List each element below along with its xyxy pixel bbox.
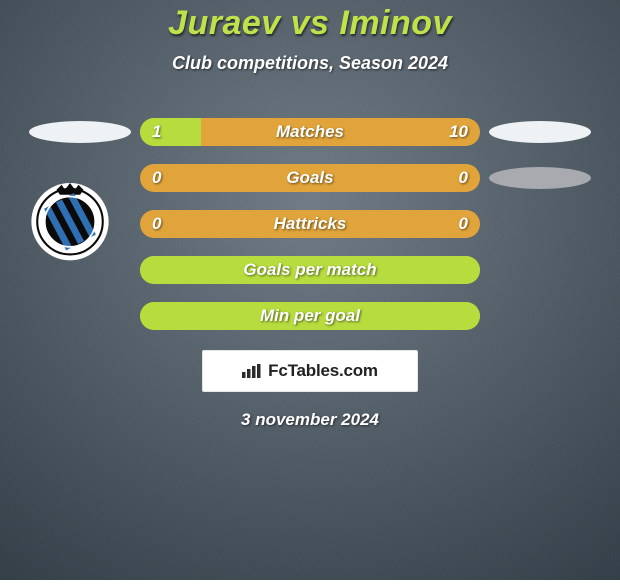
stat-bar-fill: [140, 118, 201, 146]
watermark-text: FcTables.com: [268, 361, 378, 381]
right-slot: [480, 302, 600, 330]
right-slot: [480, 164, 600, 192]
content: Juraev vs Iminov Club competitions, Seas…: [0, 0, 620, 580]
stat-bar: Min per goal: [140, 302, 480, 330]
stat-value-left: 1: [152, 122, 161, 142]
player-ellipse-left: [29, 121, 131, 143]
stat-value-right: 0: [459, 214, 468, 234]
stat-label: Min per goal: [260, 306, 360, 326]
page-title: Juraev vs Iminov: [168, 4, 452, 43]
stat-label: Goals per match: [243, 260, 376, 280]
stat-row: 1 10 Matches: [0, 118, 620, 146]
watermark: FcTables.com: [202, 350, 418, 392]
right-slot: [480, 210, 600, 238]
stat-bar: 1 10 Matches: [140, 118, 480, 146]
right-slot: [480, 118, 600, 146]
player-ellipse-right-dim: [489, 167, 591, 189]
stat-bar: Goals per match: [140, 256, 480, 284]
left-slot: [20, 118, 140, 146]
stat-label: Hattricks: [274, 214, 347, 234]
date-label: 3 november 2024: [241, 410, 379, 430]
player-ellipse-right: [489, 121, 591, 143]
right-slot: [480, 256, 600, 284]
bar-chart-icon: [242, 364, 262, 378]
stat-label: Goals: [286, 168, 333, 188]
stat-bar: 0 0 Hattricks: [140, 210, 480, 238]
stat-value-right: 10: [449, 122, 468, 142]
stat-label: Matches: [276, 122, 344, 142]
stat-row: Min per goal: [0, 302, 620, 330]
stat-value-left: 0: [152, 168, 161, 188]
stat-value-right: 0: [459, 168, 468, 188]
stat-value-left: 0: [152, 214, 161, 234]
subtitle: Club competitions, Season 2024: [172, 53, 448, 74]
stat-bar: 0 0 Goals: [140, 164, 480, 192]
left-slot: [20, 302, 140, 330]
club-crest: [28, 178, 112, 262]
